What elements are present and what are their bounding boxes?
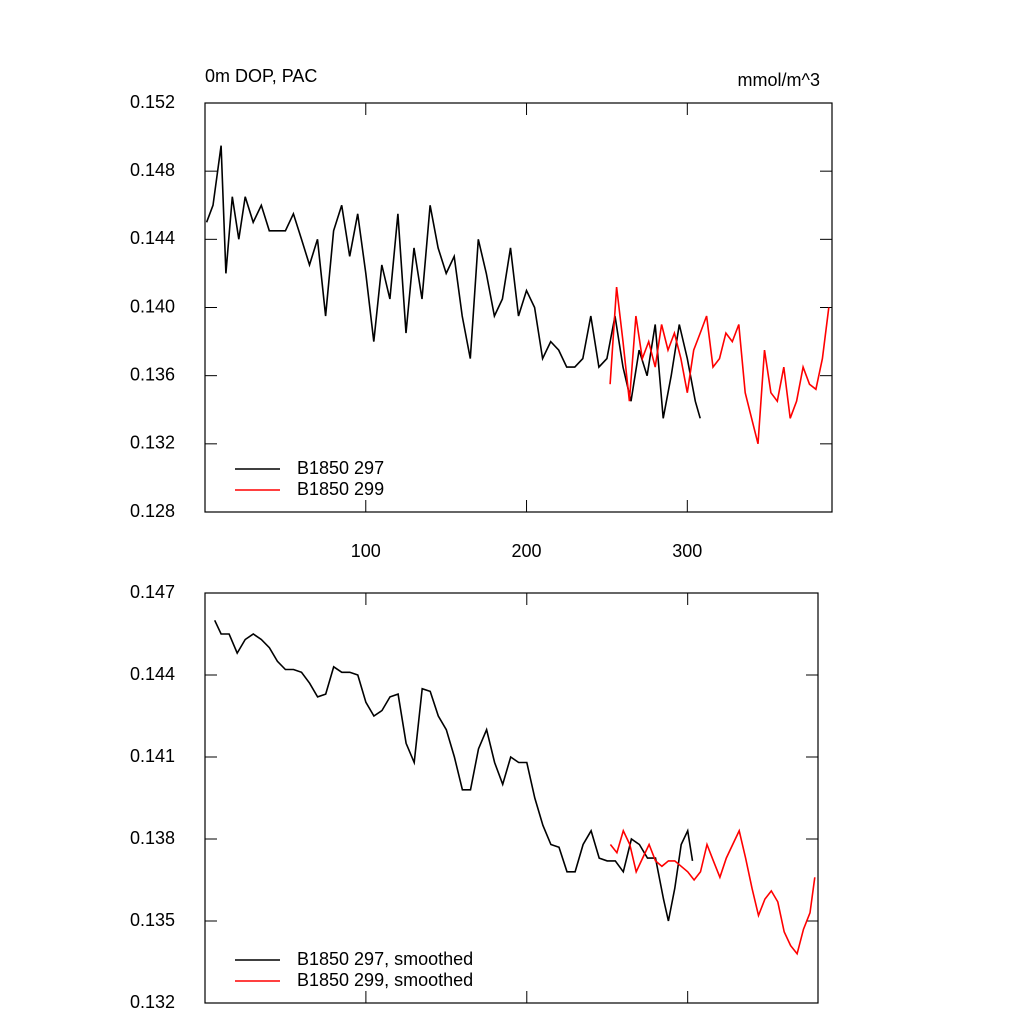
legend-label: B1850 299: [297, 479, 384, 499]
y-tick-label: 0.144: [130, 228, 175, 248]
data-line: [609, 287, 830, 444]
x-tick-label: 100: [351, 541, 381, 561]
y-tick-label: 0.144: [130, 664, 175, 684]
legend-label: B1850 297: [297, 458, 384, 478]
plot-frame: [204, 592, 819, 1004]
data-line: [213, 619, 694, 922]
plot-frame: [204, 102, 833, 513]
y-tick-label: 0.138: [130, 828, 175, 848]
y-tick-label: 0.148: [130, 160, 175, 180]
x-tick-label: 200: [512, 541, 542, 561]
y-tick-label: 0.128: [130, 501, 175, 521]
y-tick-label: 0.136: [130, 364, 175, 384]
y-tick-label: 0.141: [130, 746, 175, 766]
y-tick-label: 0.132: [130, 992, 175, 1012]
legend-label: B1850 299, smoothed: [297, 970, 473, 990]
y-tick-label: 0.132: [130, 433, 175, 453]
x-tick-label: 300: [672, 541, 702, 561]
chart-title: 0m DOP, PAC: [205, 66, 317, 86]
y-tick-label: 0.140: [130, 296, 175, 316]
data-line: [609, 828, 816, 956]
y-tick-label: 0.135: [130, 910, 175, 930]
legend-label: B1850 297, smoothed: [297, 949, 473, 969]
data-line: [205, 145, 701, 419]
units-label: mmol/m^3: [738, 70, 820, 90]
y-tick-label: 0.152: [130, 92, 175, 112]
y-tick-label: 0.147: [130, 582, 175, 602]
